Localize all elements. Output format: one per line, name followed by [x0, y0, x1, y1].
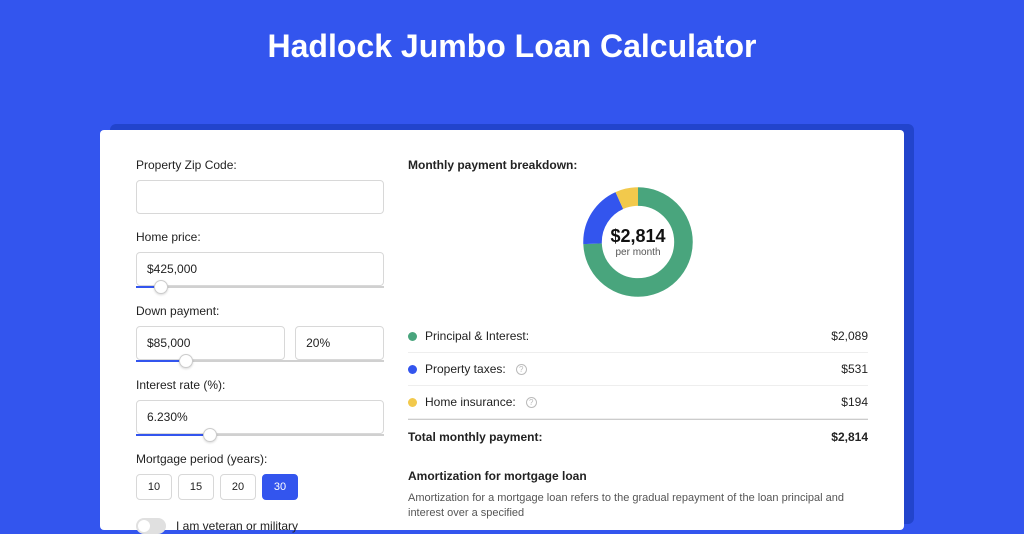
legend-value: $2,089 [831, 329, 868, 343]
mortgage-period-buttons: 10152030 [136, 474, 384, 500]
mortgage-period-label: Mortgage period (years): [136, 452, 384, 466]
slider-thumb[interactable] [179, 354, 193, 368]
legend-total-row: Total monthly payment: $2,814 [408, 419, 868, 453]
period-btn-20[interactable]: 20 [220, 474, 256, 500]
home-price-slider[interactable] [136, 286, 384, 288]
veteran-toggle[interactable] [136, 518, 166, 534]
legend-row: Property taxes:? $531 [408, 353, 868, 386]
info-icon[interactable]: ? [526, 397, 537, 408]
legend-value: $194 [841, 395, 868, 409]
legend-value: $531 [841, 362, 868, 376]
period-btn-15[interactable]: 15 [178, 474, 214, 500]
zip-input[interactable] [136, 180, 384, 214]
legend-label: Home insurance: [425, 395, 516, 409]
calculator-card: Property Zip Code: Home price: Down paym… [100, 130, 904, 530]
total-value: $2,814 [831, 430, 868, 444]
down-payment-label: Down payment: [136, 304, 384, 318]
toggle-knob [138, 520, 150, 532]
legend-label: Property taxes: [425, 362, 506, 376]
form-column: Property Zip Code: Home price: Down paym… [136, 158, 384, 502]
zip-label: Property Zip Code: [136, 158, 384, 172]
home-price-label: Home price: [136, 230, 384, 244]
donut-sub: per month [610, 247, 665, 258]
interest-rate-label: Interest rate (%): [136, 378, 384, 392]
amortization-title: Amortization for mortgage loan [408, 469, 868, 483]
down-payment-group: Down payment: [136, 304, 384, 362]
donut-center: $2,814 per month [610, 226, 665, 258]
legend-dot [408, 398, 417, 407]
interest-rate-group: Interest rate (%): [136, 378, 384, 436]
page-title: Hadlock Jumbo Loan Calculator [0, 0, 1024, 87]
slider-fill [136, 434, 210, 436]
legend-row: Home insurance:? $194 [408, 386, 868, 419]
slider-thumb[interactable] [203, 428, 217, 442]
down-payment-percent-input[interactable] [295, 326, 384, 360]
mortgage-period-group: Mortgage period (years): 10152030 [136, 452, 384, 500]
period-btn-10[interactable]: 10 [136, 474, 172, 500]
total-label: Total monthly payment: [408, 430, 542, 444]
legend-dot [408, 332, 417, 341]
breakdown-column: Monthly payment breakdown: $2,814 per mo… [408, 158, 868, 502]
info-icon[interactable]: ? [516, 364, 527, 375]
legend-dot [408, 365, 417, 374]
veteran-label: I am veteran or military [176, 519, 298, 533]
legend-list: Principal & Interest: $2,089 Property taxe… [408, 320, 868, 419]
legend-row: Principal & Interest: $2,089 [408, 320, 868, 353]
donut-chart: $2,814 per month [578, 182, 698, 302]
home-price-group: Home price: [136, 230, 384, 288]
down-payment-amount-input[interactable] [136, 326, 285, 360]
down-payment-slider[interactable] [136, 360, 384, 362]
legend-label: Principal & Interest: [425, 329, 529, 343]
interest-rate-input[interactable] [136, 400, 384, 434]
amortization-text: Amortization for a mortgage loan refers … [408, 491, 868, 522]
donut-chart-wrap: $2,814 per month [408, 182, 868, 302]
veteran-toggle-row: I am veteran or military [136, 518, 384, 534]
zip-field-group: Property Zip Code: [136, 158, 384, 214]
interest-rate-slider[interactable] [136, 434, 384, 436]
breakdown-title: Monthly payment breakdown: [408, 158, 868, 172]
home-price-input[interactable] [136, 252, 384, 286]
slider-thumb[interactable] [154, 280, 168, 294]
period-btn-30[interactable]: 30 [262, 474, 298, 500]
donut-amount: $2,814 [610, 226, 665, 247]
